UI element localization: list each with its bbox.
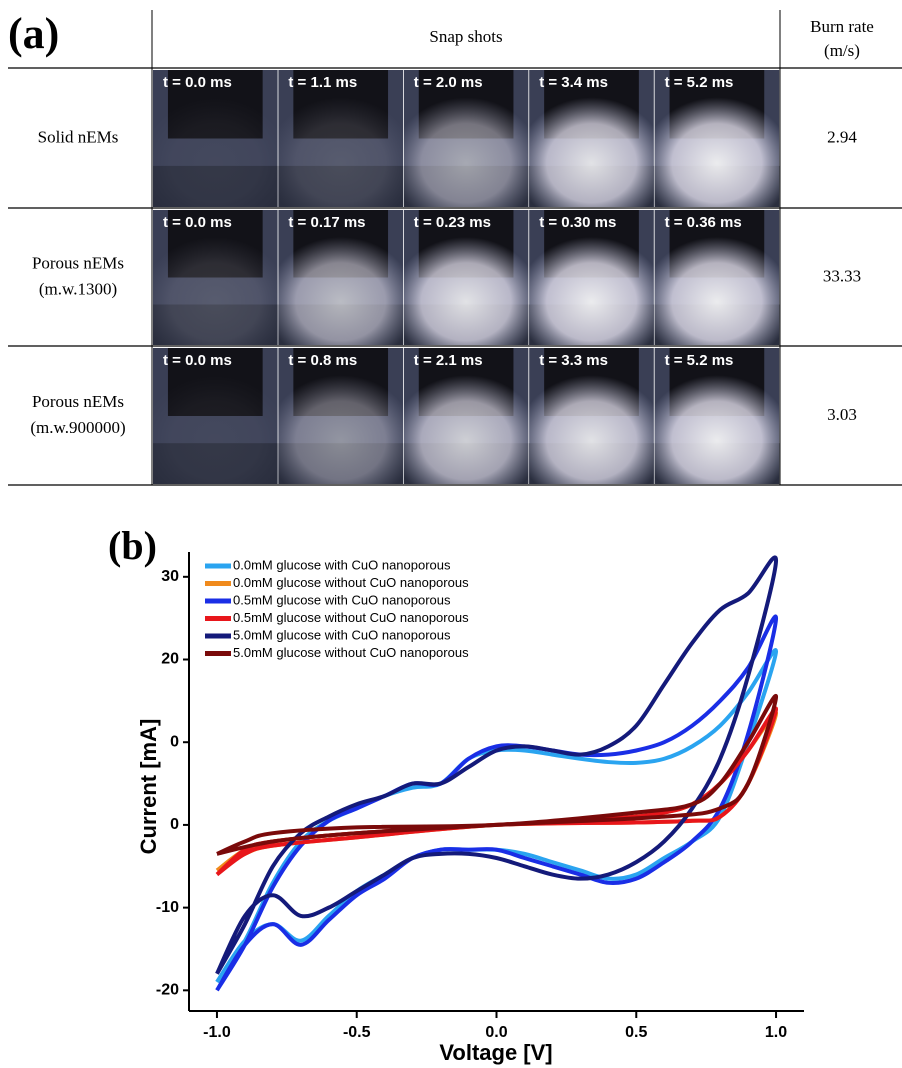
time-label: t = 2.0 ms: [414, 74, 483, 91]
time-label: t = 0.0 ms: [163, 214, 232, 231]
time-label: t = 5.2 ms: [665, 352, 734, 369]
snapshot-glow: [404, 237, 529, 345]
legend-label: 0.5mM glucose with CuO nanoporous: [233, 592, 451, 607]
legend-label: 5.0mM glucose without CuO nanoporous: [233, 645, 469, 660]
snapshot-glow: [404, 375, 529, 484]
time-label: t = 0.17 ms: [288, 214, 365, 231]
x-tick-label: 0.5: [625, 1024, 647, 1041]
time-label: t = 0.36 ms: [665, 214, 742, 231]
time-label: t = 0.8 ms: [288, 352, 357, 369]
y-axis-title: Current [mA]: [136, 719, 161, 855]
x-tick-label: -0.5: [343, 1024, 371, 1041]
legend-label: 0.0mM glucose with CuO nanoporous: [233, 557, 451, 572]
snapshot-glow: [404, 97, 529, 207]
header: (m/s): [824, 41, 860, 60]
legend-label: 5.0mM glucose with CuO nanoporous: [233, 627, 451, 642]
time-label: t = 5.2 ms: [665, 74, 734, 91]
row-label: Porous nEMs: [32, 392, 124, 411]
y-tick-label: 30: [161, 568, 179, 585]
header: Snap shots: [429, 27, 502, 46]
snapshot-glow: [529, 97, 654, 207]
x-tick-label: 1.0: [765, 1024, 787, 1041]
time-label: t = 0.0 ms: [163, 74, 232, 91]
x-axis-title: Voltage [V]: [439, 1040, 552, 1065]
cv-curve: [217, 696, 776, 854]
time-label: t = 1.1 ms: [288, 74, 357, 91]
x-tick-label: 0.0: [485, 1024, 507, 1041]
burn-rate: 33.33: [823, 266, 861, 285]
row-label: Porous nEMs: [32, 253, 124, 272]
snapshot-glow: [529, 375, 654, 484]
burn-rate: 2.94: [827, 127, 857, 146]
snapshot-glow: [153, 375, 278, 484]
snapshot-glow: [153, 237, 278, 345]
y-tick-label: -20: [156, 982, 179, 999]
y-tick-label: 20: [161, 651, 179, 668]
snapshot-glow: [655, 375, 780, 484]
time-label: t = 3.4 ms: [539, 74, 608, 91]
burn-rate: 3.03: [827, 405, 857, 424]
snapshot-glow: [529, 237, 654, 345]
time-label: t = 2.1 ms: [414, 352, 483, 369]
header: Burn rate: [810, 17, 874, 36]
time-label: t = 3.3 ms: [539, 352, 608, 369]
time-label: t = 0.30 ms: [539, 214, 616, 231]
panel-label: (b): [108, 523, 157, 568]
snapshot-glow: [278, 375, 403, 484]
chart: (b)30 20 0 0 -10 -20 -1.0 -0.5 0.0 0.5 1.0 Voltage …: [108, 523, 804, 1065]
table: (a) Snap shots Burn rate (m/s) Solid nEMs 2.9…: [8, 9, 902, 485]
snapshot-glow: [278, 97, 403, 207]
panel-label: (a): [8, 9, 59, 58]
legend-label: 0.0mM glucose without CuO nanoporous: [233, 575, 469, 590]
x-tick-label: -1.0: [203, 1024, 231, 1041]
row-label: Solid nEMs: [38, 127, 119, 146]
figure: (a) Snap shots Burn rate (m/s) Solid nEMs 2.9…: [0, 0, 902, 1068]
y-tick-label: 0: [170, 733, 179, 750]
snapshot-glow: [655, 237, 780, 345]
time-label: t = 0.23 ms: [414, 214, 491, 231]
row-label: (m.w.1300): [39, 279, 117, 298]
legend-label: 0.5mM glucose without CuO nanoporous: [233, 610, 469, 625]
y-tick-label: -10: [156, 899, 179, 916]
row-label: (m.w.900000): [30, 418, 125, 437]
time-label: t = 0.0 ms: [163, 352, 232, 369]
y-tick-label: 0: [170, 816, 179, 833]
snapshot-glow: [655, 97, 780, 207]
snapshot-glow: [278, 237, 403, 345]
snapshot-glow: [153, 97, 278, 207]
